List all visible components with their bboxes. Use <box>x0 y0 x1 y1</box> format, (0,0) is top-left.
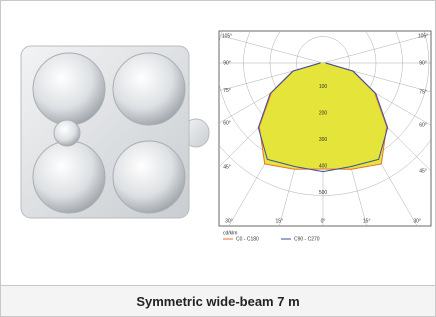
angle-label: 45° <box>419 168 427 174</box>
r-tick-label: 100 <box>319 84 328 90</box>
angle-label: 0° <box>321 218 326 224</box>
angle-label: 30° <box>413 218 421 224</box>
angle-label: 60° <box>419 123 427 129</box>
angle-label: 60° <box>223 120 231 126</box>
lens-image <box>21 46 209 218</box>
r-tick-label: 400 <box>319 163 328 169</box>
angle-label: 90° <box>223 60 231 66</box>
card-image: 0° 15° 15° 30° 30° 45° 45° 60° 60° 75° 75° 90° 90° 10… <box>1 1 435 285</box>
angle-label: 105° <box>222 33 232 39</box>
angle-label: 15° <box>363 218 371 224</box>
legend-label: C90 - C270 <box>294 236 320 242</box>
angle-label: 90° <box>419 60 427 66</box>
angle-label: 45° <box>223 164 231 170</box>
r-tick-label: 500 <box>319 190 328 196</box>
r-tick-label: 200 <box>319 110 328 116</box>
product-card: 0° 15° 15° 30° 30° 45° 45° 60° 60° 75° 75° 90° 90° 10… <box>0 0 436 317</box>
angle-label: 15° <box>276 218 284 224</box>
angle-label: 75° <box>223 88 231 94</box>
angle-label: 30° <box>225 218 233 224</box>
caption: Symmetric wide-beam 7 m <box>1 285 435 317</box>
r-tick-label: 300 <box>319 137 328 143</box>
angle-label: 75° <box>419 89 427 95</box>
angle-label: 105° <box>418 33 428 39</box>
legend-label: C0 - C180 <box>236 236 259 242</box>
